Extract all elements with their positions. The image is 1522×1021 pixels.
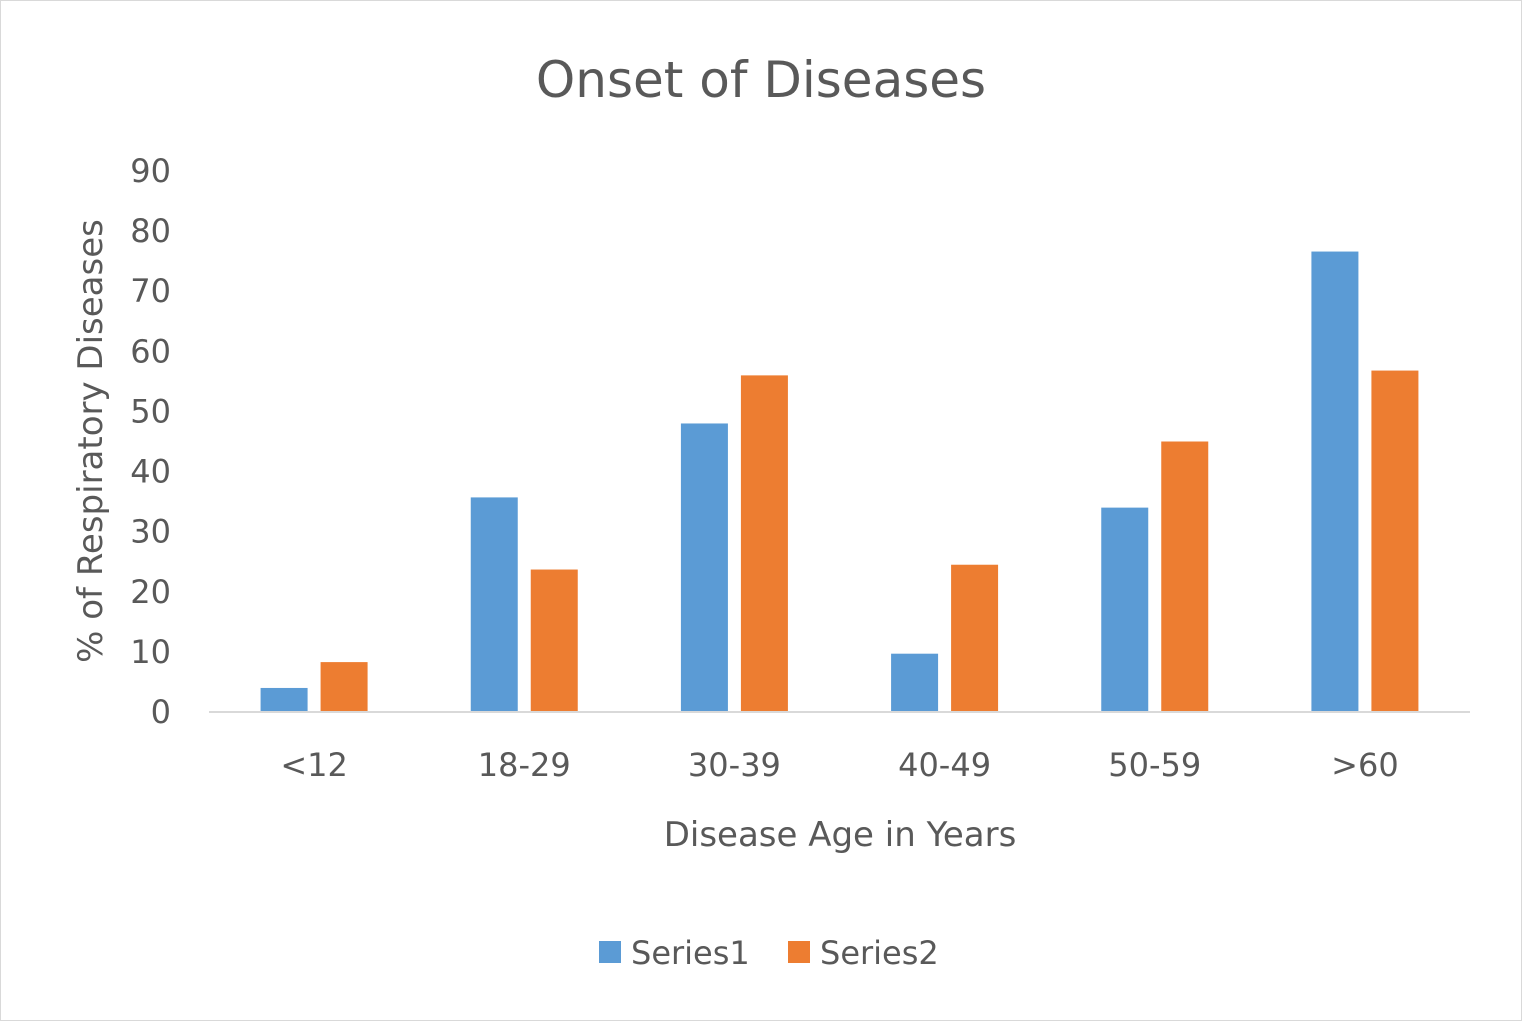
y-tick-label: 80: [130, 212, 171, 250]
bar-series2-3: [951, 564, 999, 712]
legend-swatch-series2: [788, 941, 810, 963]
y-tick-label: 10: [130, 633, 171, 671]
y-tick-label: 60: [130, 332, 171, 370]
y-tick-label: 30: [130, 513, 171, 551]
legend-swatch-series1: [599, 941, 621, 963]
bar-series1-3: [891, 653, 939, 712]
bar-series1-2: [680, 423, 728, 712]
y-tick-label: 50: [130, 392, 171, 430]
x-tick-label: 40-49: [898, 746, 991, 784]
x-tick-label: <12: [280, 746, 348, 784]
bar-series2-4: [1161, 441, 1209, 712]
bar-series1-0: [260, 687, 308, 712]
legend-label-series1: Series1: [631, 934, 750, 972]
bar-series1-5: [1311, 251, 1359, 712]
y-axis-title: % of Respiratory Diseases: [71, 219, 111, 663]
y-tick-label: 0: [151, 693, 171, 731]
x-tick-label: >60: [1331, 746, 1399, 784]
x-tick-label: 30-39: [688, 746, 781, 784]
y-tick-label: 70: [130, 272, 171, 310]
bar-series2-1: [530, 569, 578, 712]
x-tick-label: 18-29: [478, 746, 571, 784]
y-tick-label: 90: [130, 152, 171, 190]
y-tick-label: 20: [130, 573, 171, 611]
legend: Series1 Series2: [599, 934, 939, 972]
x-axis-title: Disease Age in Years: [664, 815, 1017, 855]
y-axis-ticks: 0 10 20 30 40 50 60 70 80 90: [130, 152, 171, 731]
chart-title: Onset of Diseases: [536, 51, 986, 109]
x-axis-ticks: <12 18-29 30-39 40-49 50-59 >60: [280, 746, 1398, 784]
bar-series1-4: [1101, 507, 1149, 712]
bar-series2-5: [1371, 370, 1419, 712]
bar-series1-1: [470, 497, 518, 712]
bars: [260, 251, 1419, 712]
bar-series2-0: [320, 662, 368, 712]
bar-series2-2: [740, 375, 788, 712]
x-tick-label: 50-59: [1108, 746, 1201, 784]
legend-label-series2: Series2: [820, 934, 939, 972]
y-tick-label: 40: [130, 453, 171, 491]
